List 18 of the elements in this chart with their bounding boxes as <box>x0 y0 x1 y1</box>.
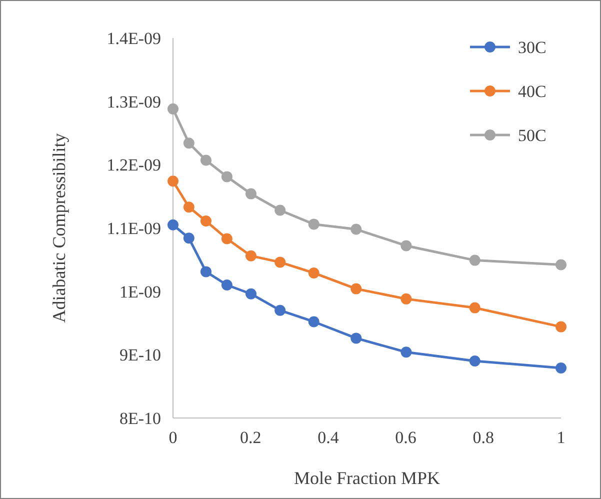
x-tick-label: 0 <box>168 428 178 447</box>
y-tick-label: 1E-09 <box>119 282 161 302</box>
x-tick-label: 0.2 <box>240 428 262 447</box>
legend-label: 40C <box>518 82 546 101</box>
y-tick-label: 9E-10 <box>119 346 161 365</box>
y-tick-label: 1.3E-09 <box>106 92 161 112</box>
x-tick-label: 1 <box>556 428 566 447</box>
legend-label: 30C <box>518 38 546 57</box>
x-tick-label: 0.6 <box>395 428 416 447</box>
y-tick-label: 1.2E-09 <box>106 156 161 175</box>
legend-label: 50C <box>518 126 546 145</box>
y-tick-label: 1.1E-09 <box>106 218 161 238</box>
x-tick-label: 0.8 <box>472 428 494 447</box>
x-tick-label: 0.4 <box>318 428 340 447</box>
y-tick-label: 1.4E-09 <box>106 28 161 48</box>
x-axis-title: Mole Fraction MPK <box>294 468 440 488</box>
y-axis-title: Adiabatic Compressibility <box>49 133 69 323</box>
y-tick-label: 8E-10 <box>119 408 161 428</box>
